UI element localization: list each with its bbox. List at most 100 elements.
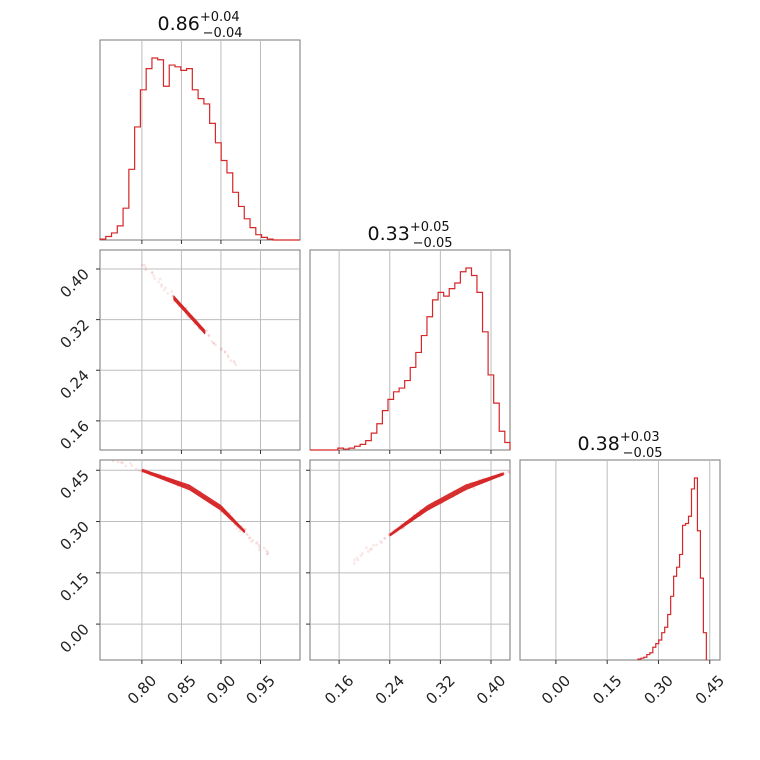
sample-point-1-72-0 [262,546,266,550]
sample-point-2-73-0 [355,556,359,560]
sample-point-0-31-1 [150,271,154,275]
xtick-label-p2-0: 0.00 [538,672,574,708]
contour-line-0-4 [173,295,206,331]
sample-layer [111,263,511,565]
sample-point-2-69-1 [365,546,368,549]
contour-line-1-3 [141,469,246,532]
sample-point-1-55-0 [236,527,239,530]
sample-point-1-62-1 [245,532,249,536]
ytick-label-p2-2: 0.30 [56,518,92,554]
xtick-label-p0-3: 0.95 [242,672,278,708]
sample-point-1-70-0 [258,546,261,549]
sample-point-2-75-1 [353,562,356,565]
sample-point-1-63-1 [130,464,134,468]
contour-line-1-4 [141,468,246,532]
title-p0-median: 0.86 [158,13,200,35]
contour-line-2-4 [389,472,504,535]
sample-point-2-62-1 [507,470,511,473]
title-p2-plus: +0.03 [620,430,660,445]
sample-point-1-68-0 [254,542,258,545]
sample-point-2-73-1 [356,558,360,562]
sample-point-0-21-0 [166,292,169,295]
title-p2-minus: −0.05 [623,446,663,461]
title-p1-plus: +0.05 [410,220,450,235]
sample-point-2-65-1 [372,543,375,547]
contour-line-0-0 [173,298,206,335]
sample-point-2-63-0 [380,541,384,544]
sample-point-1-65-0 [121,461,124,465]
histogram-p1 [310,267,511,451]
title-p1-median: 0.33 [368,223,410,245]
title-p2: 0.38+0.03 −0.05 [578,430,663,461]
sample-point-2-62-0 [507,470,510,474]
title-p0-minus: −0.04 [203,26,243,41]
xtick-label-p1-3: 0.40 [473,672,509,708]
sample-point-1-66-0 [251,539,255,542]
sample-point-0-21-1 [170,290,173,293]
sample-point-1-57-1 [238,529,242,533]
sample-point-0-29-0 [152,274,155,277]
ytick-label-p2-1: 0.15 [56,569,92,605]
ytick-label-p1-0: 0.16 [56,417,92,453]
sample-point-0-28-0 [220,348,223,352]
sample-point-1-62-0 [246,533,249,537]
sample-point-2-63-1 [379,540,382,543]
xtick-label-p0-1: 0.85 [163,672,199,708]
sample-point-2-65-0 [375,543,378,547]
contour-layer [141,295,504,537]
sample-point-0-26-0 [214,343,217,347]
xtick-label-p2-3: 0.45 [692,672,728,708]
sample-point-1-76-1 [265,552,269,555]
sample-point-0-25-0 [160,285,163,288]
sample-point-2-43-0 [472,487,476,490]
sample-point-0-36-0 [233,361,236,365]
sample-point-0-23-1 [164,286,167,290]
sample-point-0-22-1 [207,334,210,338]
sample-point-0-25-1 [160,283,163,286]
sample-point-1-61-0 [138,469,141,472]
xtick-label-p1-2: 0.32 [422,672,458,708]
sample-point-0-28-1 [219,347,223,350]
title-p0-text: 0.86+0.04 −0.04 [158,10,243,41]
sample-point-1-64-1 [248,536,252,539]
sample-point-0-29-1 [153,277,156,280]
sample-point-0-35-1 [143,263,146,267]
tick-layer [96,240,711,664]
sample-point-1-63-0 [129,462,132,465]
sample-point-1-67-1 [120,461,123,464]
title-p2-median: 0.38 [578,433,620,455]
sample-point-0-27-0 [157,280,160,284]
title-p2-text: 0.38+0.03 −0.05 [578,430,663,461]
contour-line-2-3 [389,472,504,536]
sample-point-2-71-1 [359,554,363,557]
ytick-label-p2-3: 0.45 [56,466,92,502]
sample-point-0-27-1 [158,277,162,281]
xtick-label-p0-2: 0.90 [203,672,239,708]
sample-point-2-71-0 [361,552,364,555]
grid-layer [100,40,711,660]
ytick-label-p1-3: 0.40 [56,265,92,301]
sample-point-0-32-1 [226,354,230,357]
sample-point-0-23-0 [162,288,166,292]
sample-point-2-0-1 [387,533,391,536]
panel-2-2-frame [519,459,721,661]
sample-point-1-64-0 [248,536,251,540]
title-p1-minus: −0.05 [413,236,453,251]
title-p1: 0.33+0.05 −0.05 [368,220,453,251]
sample-point-0-33-0 [144,268,148,272]
sample-point-0-34-1 [229,359,233,362]
sample-point-2-67-0 [370,547,373,550]
sample-point-0-35-0 [141,263,144,267]
ytick-label-p1-2: 0.32 [56,316,92,352]
sample-point-1-60-0 [244,527,247,531]
sample-point-1-76-0 [266,552,269,556]
contour-line-2-1 [389,473,504,537]
sample-point-2-61-0 [383,537,387,540]
sample-point-2-75-0 [353,558,356,562]
sample-point-2-67-1 [369,548,372,551]
sample-point-1-74-1 [266,550,270,554]
xtick-label-p1-0: 0.16 [321,672,357,708]
sample-point-1-69-0 [111,459,115,463]
sample-point-2-69-0 [367,550,370,553]
sample-point-0-30-0 [223,351,227,354]
